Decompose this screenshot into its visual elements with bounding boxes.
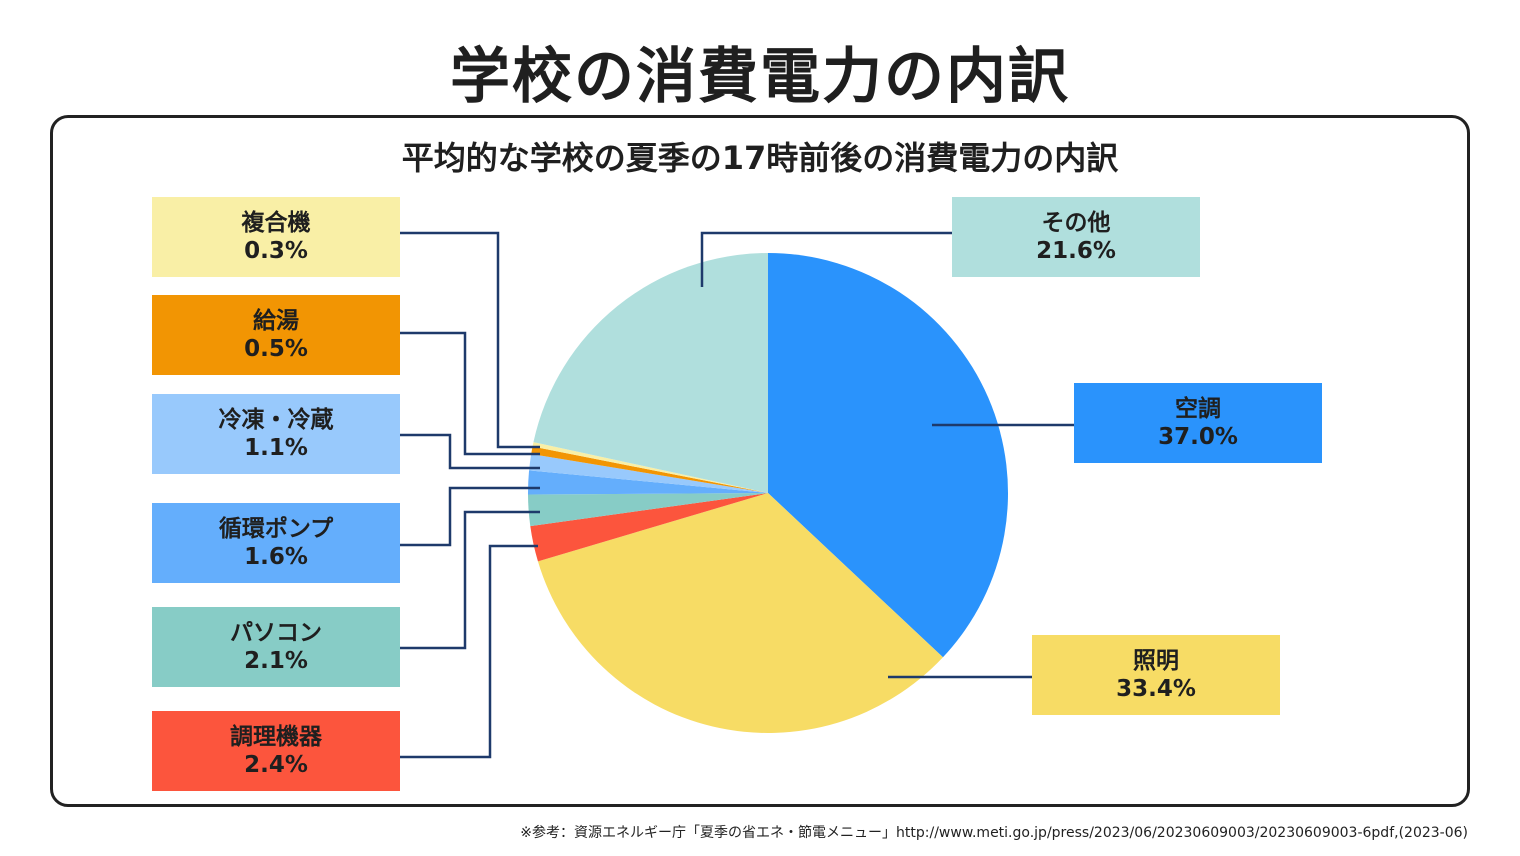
label-box-multifunction-printer: 複合機 0.3% [152, 197, 400, 277]
label-box-refrigeration: 冷凍・冷蔵 1.1% [152, 394, 400, 474]
source-footnote: ※参考：資源エネルギー庁「夏季の省エネ・節電メニュー」http://www.me… [520, 825, 1468, 841]
slice-value: 0.5% [244, 336, 308, 362]
pie-slice-4 [527, 470, 768, 495]
pie-slice-8 [533, 253, 768, 493]
chart-title: 平均的な学校の夏季の17時前後の消費電力の内訳 [401, 139, 1119, 177]
pie-slice-7 [532, 442, 768, 493]
leader-line-6 [381, 486, 540, 547]
slice-label: 循環ポンプ [218, 516, 334, 542]
slice-value: 0.3% [244, 238, 308, 264]
slice-label: 空調 [1175, 396, 1221, 422]
leader-line-4 [381, 331, 540, 456]
slice-label: 複合機 [241, 210, 311, 236]
pie-slice-3 [528, 493, 768, 527]
pie-slice-2 [530, 493, 768, 562]
slice-value: 21.6% [1036, 238, 1116, 264]
label-box-circulation-pump: 循環ポンプ 1.6% [152, 503, 400, 583]
label-box-hot-water: 給湯 0.5% [152, 295, 400, 375]
slice-label: 冷凍・冷蔵 [218, 407, 334, 433]
slice-value: 37.0% [1158, 424, 1238, 450]
pie-slice-0 [768, 253, 1008, 658]
slice-value: 2.4% [244, 752, 308, 778]
leader-line-7 [381, 510, 540, 650]
label-box-air-conditioning: 空調 37.0% [1074, 383, 1322, 463]
label-box-lighting: 照明 33.4% [1032, 635, 1280, 715]
pie-slice-6 [531, 446, 768, 493]
label-box-cooking: 調理機器 2.4% [152, 711, 400, 791]
pie-slice-5 [529, 453, 768, 493]
slice-label: パソコン [230, 620, 322, 646]
pie-slices [527, 253, 1008, 733]
chart-frame [50, 115, 1470, 807]
slice-value: 1.6% [244, 544, 308, 570]
leader-line-3 [381, 231, 540, 449]
slice-label: 照明 [1133, 648, 1179, 674]
slice-value: 2.1% [244, 648, 308, 674]
slice-label: その他 [1041, 210, 1111, 236]
slice-value: 1.1% [244, 435, 308, 461]
leader-line-5 [381, 433, 540, 470]
leader-lines [381, 231, 1104, 759]
page-title: 学校の消費電力の内訳 [450, 42, 1070, 112]
label-box-pc: パソコン 2.1% [152, 607, 400, 687]
pie-slice-1 [537, 493, 943, 733]
slice-label: 給湯 [253, 308, 299, 334]
label-box-sonota: その他 21.6% [952, 197, 1200, 277]
slice-label: 調理機器 [230, 724, 322, 750]
leader-line-0 [700, 231, 968, 287]
leader-line-8 [381, 544, 538, 759]
slice-value: 33.4% [1116, 676, 1196, 702]
